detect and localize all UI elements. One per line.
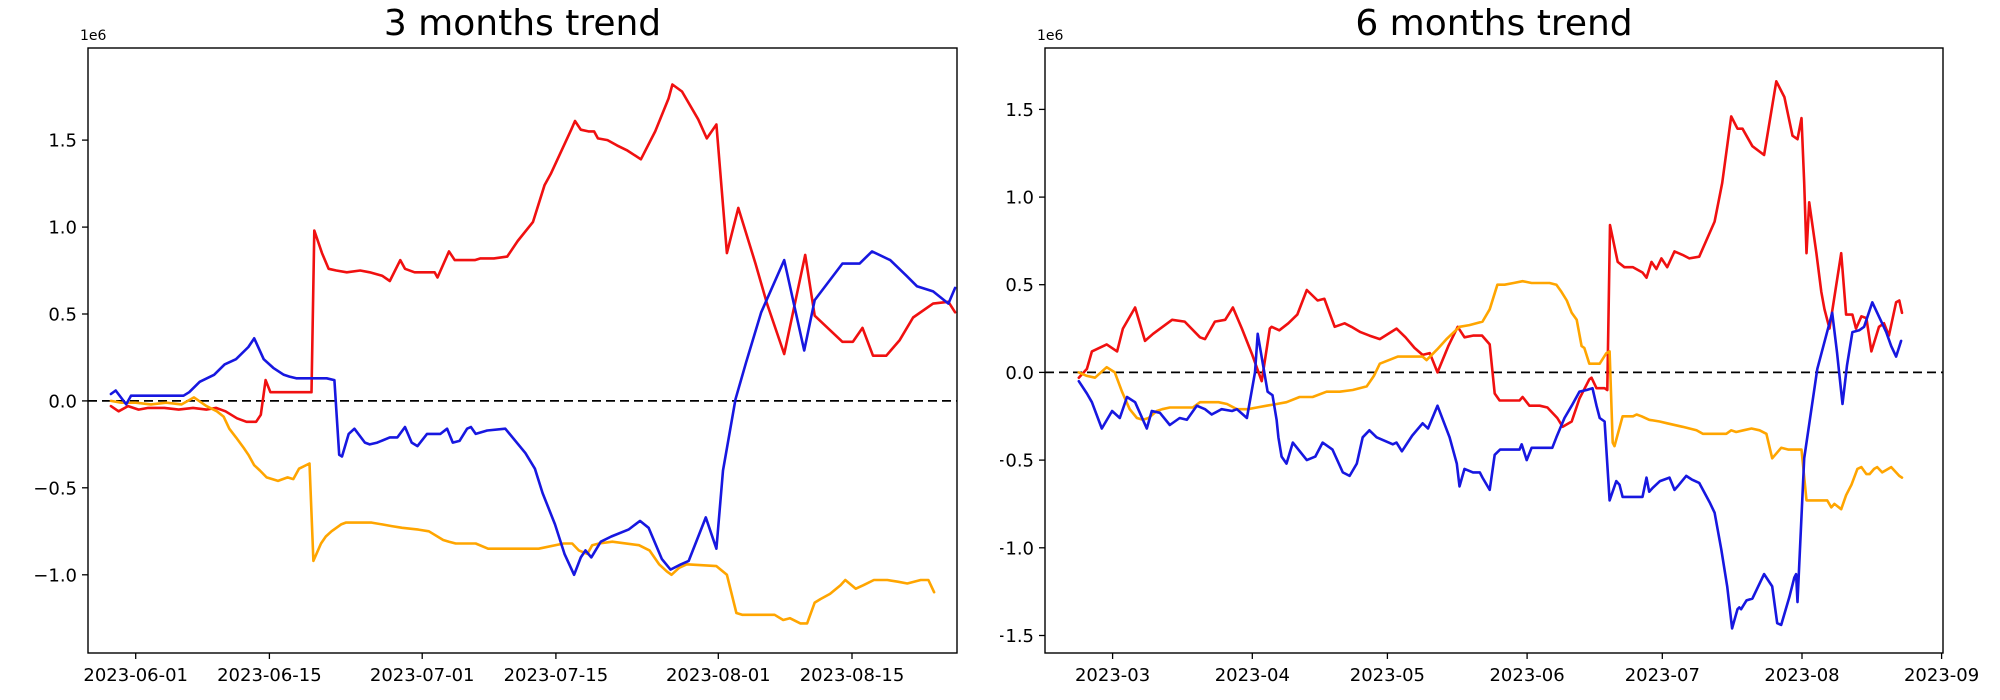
y-tick-label: −1.0 <box>1000 538 1034 559</box>
chart-3-months-trend: 3 months trend 2023-06-01 2023-06-15 2023-… <box>33 3 958 686</box>
series-blue-line <box>1077 300 1903 630</box>
x-tick-label: 2023-05 <box>1350 665 1425 686</box>
series-red-line <box>109 83 957 424</box>
chart-6-months-trend: 6 months trend 2023-03 2023-04 2023-05 2023… <box>1000 0 2000 700</box>
chart-title: 3 months trend <box>383 3 662 44</box>
y-tick-label: 0.0 <box>48 391 77 412</box>
y-tick-label: 0.0 <box>1005 363 1034 384</box>
y-tick-label: 0.5 <box>48 305 77 326</box>
x-tick-label: 2023-04 <box>1215 665 1290 686</box>
y-tick-label: 1.5 <box>48 131 77 152</box>
y-axis-offset-label: 1e6 <box>80 28 107 44</box>
chart-title: 6 months trend <box>1355 3 1633 44</box>
plot-6-months: 2023-03 2023-04 2023-05 2023-06 2023-07 2023-… <box>1000 28 1979 686</box>
plot-frame <box>1044 47 1944 654</box>
x-tick-label: 2023-07-01 <box>370 665 475 686</box>
x-tick-label: 2023-07-15 <box>504 665 609 686</box>
plot-3-months: 2023-06-01 2023-06-15 2023-07-01 2023-07-15… <box>33 28 958 686</box>
series-orange-line <box>1077 279 1904 511</box>
x-tick-label: 2023-03 <box>1075 665 1150 686</box>
plot-frame <box>87 47 958 654</box>
x-tick-label: 2023-07 <box>1625 665 1700 686</box>
x-tick-label: 2023-06 <box>1489 665 1564 686</box>
y-tick-label: 1.5 <box>1005 100 1034 121</box>
y-axis-offset-label: 1e6 <box>1037 28 1064 44</box>
y-tick-label: 1.0 <box>1005 188 1034 209</box>
x-tick-label: 2023-06-01 <box>83 665 188 686</box>
series-orange-line <box>109 396 936 625</box>
y-tick-label: −1.0 <box>33 565 77 586</box>
y-tick-label: 1.0 <box>48 218 77 239</box>
series-red-line <box>1077 80 1904 429</box>
y-tick-label: −1.5 <box>1000 626 1034 647</box>
y-tick-label: 0.5 <box>1005 275 1034 296</box>
x-tick-label: 2023-08 <box>1764 665 1839 686</box>
x-tick-label: 2023-09 <box>1904 665 1979 686</box>
x-tick-label: 2023-06-15 <box>217 665 322 686</box>
y-tick-label: −0.5 <box>33 478 77 499</box>
y-tick-label: −0.5 <box>1000 451 1034 472</box>
x-tick-label: 2023-08-15 <box>800 665 905 686</box>
series-blue-line <box>109 250 957 577</box>
x-tick-label: 2023-08-01 <box>666 665 771 686</box>
